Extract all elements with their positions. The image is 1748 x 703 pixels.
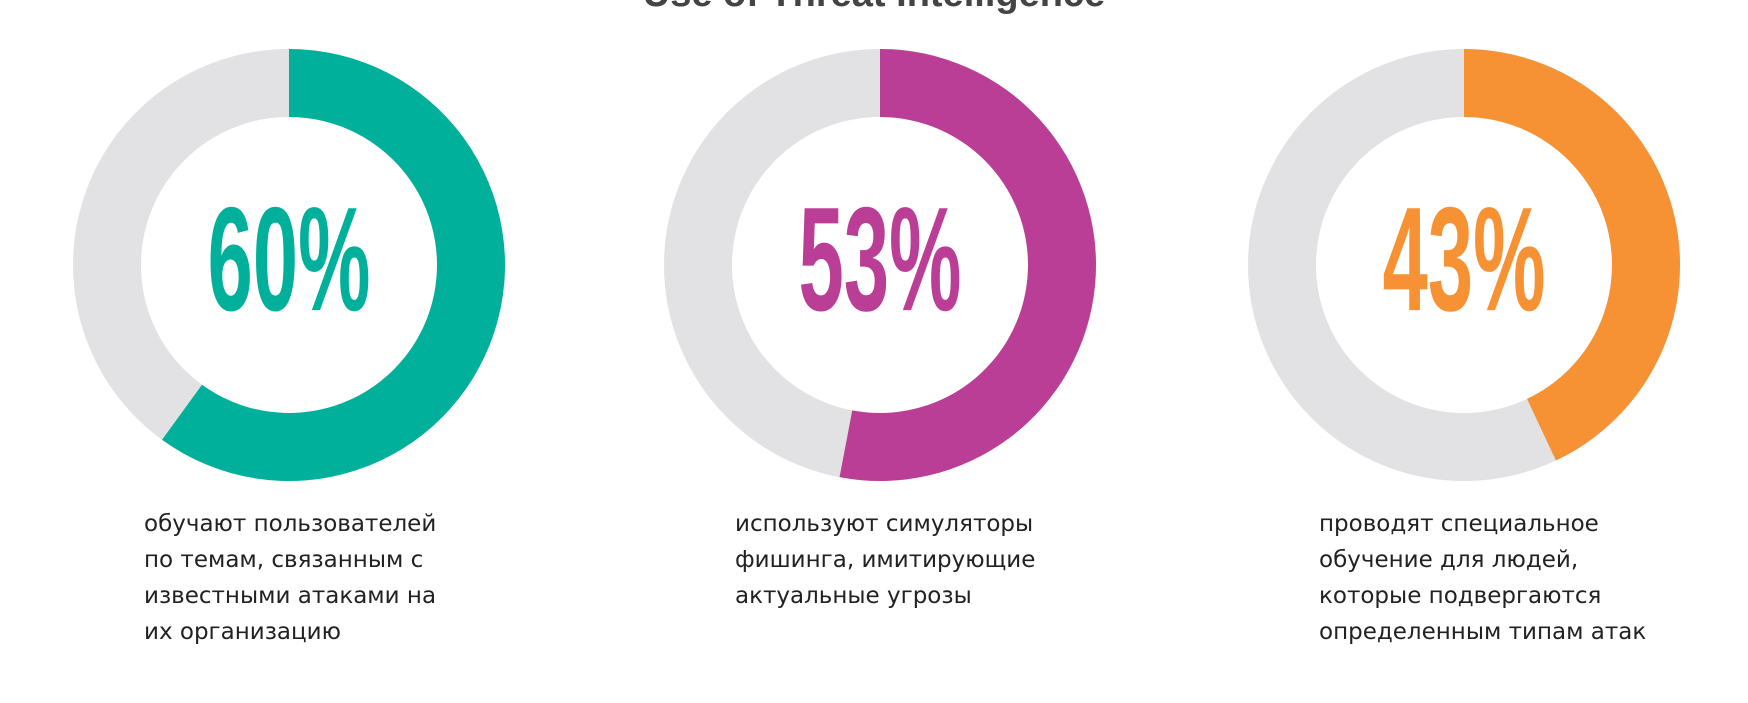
description-line: актуальные угрозы xyxy=(735,583,972,609)
description-line: проводят специальное xyxy=(1319,511,1599,537)
title: Use of Threat Intelligence xyxy=(643,0,1105,15)
description-line: их организацию xyxy=(144,619,341,645)
value-label: 43% xyxy=(1383,178,1546,343)
description-line: используют симуляторы xyxy=(735,511,1033,537)
description-line: которые подвергаются xyxy=(1319,583,1601,609)
description-line: фишинга, имитирующие xyxy=(735,547,1035,573)
value-label: 60% xyxy=(208,178,371,343)
donut-arc xyxy=(839,49,1096,481)
donut-arc xyxy=(162,49,506,482)
description-line: по темам, связанным с xyxy=(144,547,423,573)
description-line: определенным типам атак xyxy=(1319,619,1646,645)
description-line: обучают пользователей xyxy=(144,511,436,537)
value-label: 53% xyxy=(799,178,962,343)
donut-arc xyxy=(1464,49,1681,461)
description-line: известными атаками на xyxy=(144,583,436,609)
description-line: обучение для людей, xyxy=(1319,547,1578,573)
